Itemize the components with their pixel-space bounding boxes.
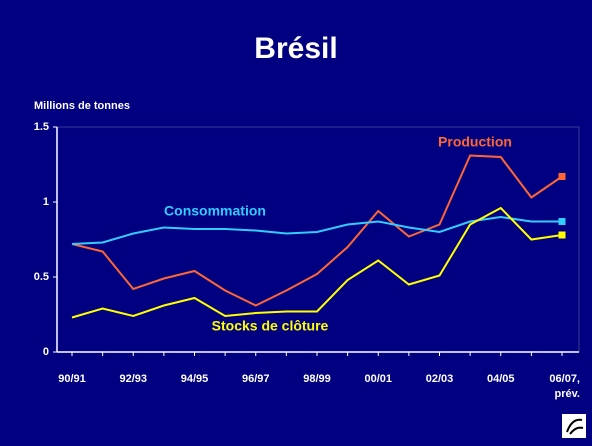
x-tick-label: 96/97 [241, 373, 270, 385]
series-line [71, 206, 563, 319]
x-tick-label: 00/01 [364, 373, 393, 385]
x-tick-label: 90/91 [58, 373, 86, 385]
series-label: Stocks de clôture [212, 318, 329, 334]
y-tick-label: 1 [43, 196, 49, 208]
x-tick-label: 94/95 [180, 373, 209, 385]
series-label: Production [438, 134, 512, 150]
chart-title: Brésil [254, 32, 337, 65]
y-tick-label: 1.5 [34, 121, 49, 133]
series-label: Consommation [164, 203, 266, 219]
x-tick-label: 92/93 [119, 373, 148, 385]
end-marker [558, 218, 566, 225]
end-marker [558, 231, 566, 239]
logo [562, 414, 586, 438]
series-line [71, 215, 562, 245]
y-tick-label: 0.5 [34, 271, 49, 283]
end-marker [558, 173, 566, 180]
series-line [71, 154, 563, 307]
x-tick-label: 98/99 [303, 373, 331, 385]
y-axis-label: Millions de tonnes [34, 100, 130, 112]
x-tick-label: 02/03 [425, 373, 454, 385]
x-tick-label: 04/05 [486, 373, 515, 385]
x-tick-label: 06/07, prév. [549, 373, 580, 400]
y-tick-label: 0 [43, 346, 49, 358]
